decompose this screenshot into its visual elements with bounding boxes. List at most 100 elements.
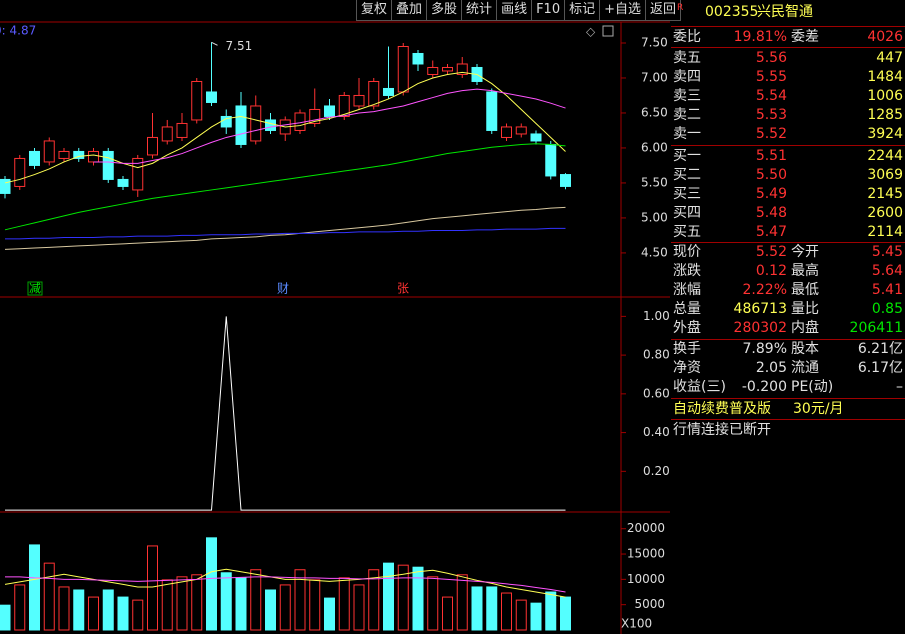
volume-bar xyxy=(43,562,55,631)
toolbar-button[interactable]: 多股 xyxy=(426,0,463,21)
quote-cell: 3924 xyxy=(867,126,903,142)
quote-row: 自动续费普及版 30元/月 xyxy=(671,400,905,419)
quote-cell: 2600 xyxy=(867,205,903,221)
event-label: 减 xyxy=(29,282,41,296)
y-tick-label: 20000 xyxy=(627,521,665,535)
volume-bar xyxy=(102,589,114,631)
quote-row: 行情连接已断开 xyxy=(671,421,905,440)
quote-cell: 涨幅 xyxy=(673,282,701,298)
y-tick-label: 7.00 xyxy=(641,70,668,84)
event-box xyxy=(27,281,43,296)
toolbar-button[interactable]: +自选 xyxy=(599,0,647,21)
quote-cell: 量比 xyxy=(791,301,819,317)
volume-bar xyxy=(324,597,335,631)
candle-body xyxy=(486,91,498,131)
event-label: 张 xyxy=(397,282,409,296)
volume-bar xyxy=(309,579,321,631)
quote-cell: 买五 xyxy=(673,224,701,240)
candle-body xyxy=(383,87,394,96)
separator xyxy=(671,419,905,420)
quote-cell: 5.41 xyxy=(871,282,903,298)
quote-cell: 2.22% xyxy=(742,282,787,298)
candle-body xyxy=(235,105,247,145)
candle-body xyxy=(73,150,85,159)
y-tick-label: 6.00 xyxy=(641,140,668,154)
quote-cell: 2.05 xyxy=(755,360,787,376)
candle-body xyxy=(560,174,571,187)
quote-cell: 换手 xyxy=(673,341,701,357)
candle-body xyxy=(412,52,424,65)
quote-cell: 内盘 xyxy=(791,320,819,336)
volume-bar xyxy=(353,584,365,631)
quote-cell: 002355 xyxy=(705,4,759,20)
quote-cell: 最高 xyxy=(791,263,819,279)
moving-average xyxy=(4,206,566,250)
quote-cell: 4026 xyxy=(867,29,903,45)
volume-bar xyxy=(14,584,26,631)
toolbar-button[interactable]: 返回 xyxy=(645,0,682,21)
quote-cell: 委差 xyxy=(791,29,819,45)
quote-cell: 1484 xyxy=(867,69,903,85)
toolbar-button[interactable]: 复权 xyxy=(356,0,393,21)
y-tick-label: 5.00 xyxy=(641,210,668,224)
candle-body xyxy=(102,150,114,180)
volume-bar xyxy=(545,591,557,631)
y-tick-label: 5000 xyxy=(634,597,665,611)
quote-row: 买二 5.50 3069 xyxy=(671,166,905,185)
volume-bar xyxy=(250,569,262,631)
volume-bar xyxy=(132,599,144,631)
quote-cell: 5.48 xyxy=(755,205,787,221)
quote-row: 买四 5.48 2600 xyxy=(671,204,905,223)
quote-row: 涨幅 2.22% 最低 5.41 xyxy=(671,281,905,300)
toolbar-button[interactable]: 统计 xyxy=(461,0,498,21)
y-tick-label: 15000 xyxy=(627,547,665,561)
quote-cell: 280302 xyxy=(733,320,787,336)
quote-row: 卖二 5.53 1285 xyxy=(671,106,905,125)
volume-bar xyxy=(191,574,203,631)
y-tick-label: 0.40 xyxy=(643,425,670,439)
quote-cell: 卖三 xyxy=(673,88,701,104)
volume-average xyxy=(5,576,566,593)
volume-bar xyxy=(29,544,40,631)
quote-row: 涨跌 0.12 最高 5.64 xyxy=(671,262,905,281)
volume-bar xyxy=(560,596,571,631)
y-tick-label: 1.00 xyxy=(643,309,670,323)
quote-cell: 2114 xyxy=(867,224,903,240)
candle-body xyxy=(43,140,55,163)
y-tick-label: 7.50 xyxy=(641,35,668,49)
candle-body xyxy=(309,108,321,124)
quote-cell: 5.52 xyxy=(755,126,787,142)
candle-body xyxy=(456,63,468,75)
quote-row: 卖三 5.54 1006 xyxy=(671,87,905,106)
quote-row: 总量 486713 量比 0.85 xyxy=(671,300,905,319)
indicator-line xyxy=(5,316,566,511)
icon[interactable] xyxy=(602,25,614,37)
quote-cell: 收益(三) xyxy=(673,379,726,395)
quote-cell: 卖二 xyxy=(673,107,701,123)
separator xyxy=(671,47,905,48)
quote-cell: 兴民智通 xyxy=(757,4,813,20)
quote-cell: 1285 xyxy=(867,107,903,123)
chart-area: 0: 4.87 ◇ 减 财 张 X100 7.50 7.00 6.50 6.00 5.5… xyxy=(0,21,670,634)
volume-bar xyxy=(235,577,247,631)
quote-cell: 447 xyxy=(876,50,903,66)
toolbar-button[interactable]: F10 xyxy=(531,0,566,21)
quote-cell: 5.52 xyxy=(755,244,787,260)
quote-cell: 买一 xyxy=(673,148,701,164)
icon[interactable]: ◇ xyxy=(586,25,596,39)
toolbar-button[interactable]: 画线 xyxy=(496,0,533,21)
toolbar: 复权 叠加 多股 统计 画线 F10 标记 +自选 返回 xyxy=(356,0,682,22)
quote-panel: R 002355 兴民智通 委比 19.81% 委差 4026 卖五 5.56 447 卖四 5.55… xyxy=(671,0,905,634)
toolbar-button[interactable]: 叠加 xyxy=(391,0,428,21)
toolbar-button[interactable]: 标记 xyxy=(564,0,601,21)
quote-cell: 3069 xyxy=(867,167,903,183)
y-tick-label: 4.50 xyxy=(641,245,668,259)
volume-bar xyxy=(427,576,439,631)
candle-body xyxy=(117,178,129,187)
quote-cell: 0.12 xyxy=(755,263,787,279)
max-pointer xyxy=(211,41,218,46)
candle-body xyxy=(530,133,542,142)
volume-bar xyxy=(515,599,527,631)
quote-cell: 买二 xyxy=(673,167,701,183)
volume-bar xyxy=(265,589,276,631)
